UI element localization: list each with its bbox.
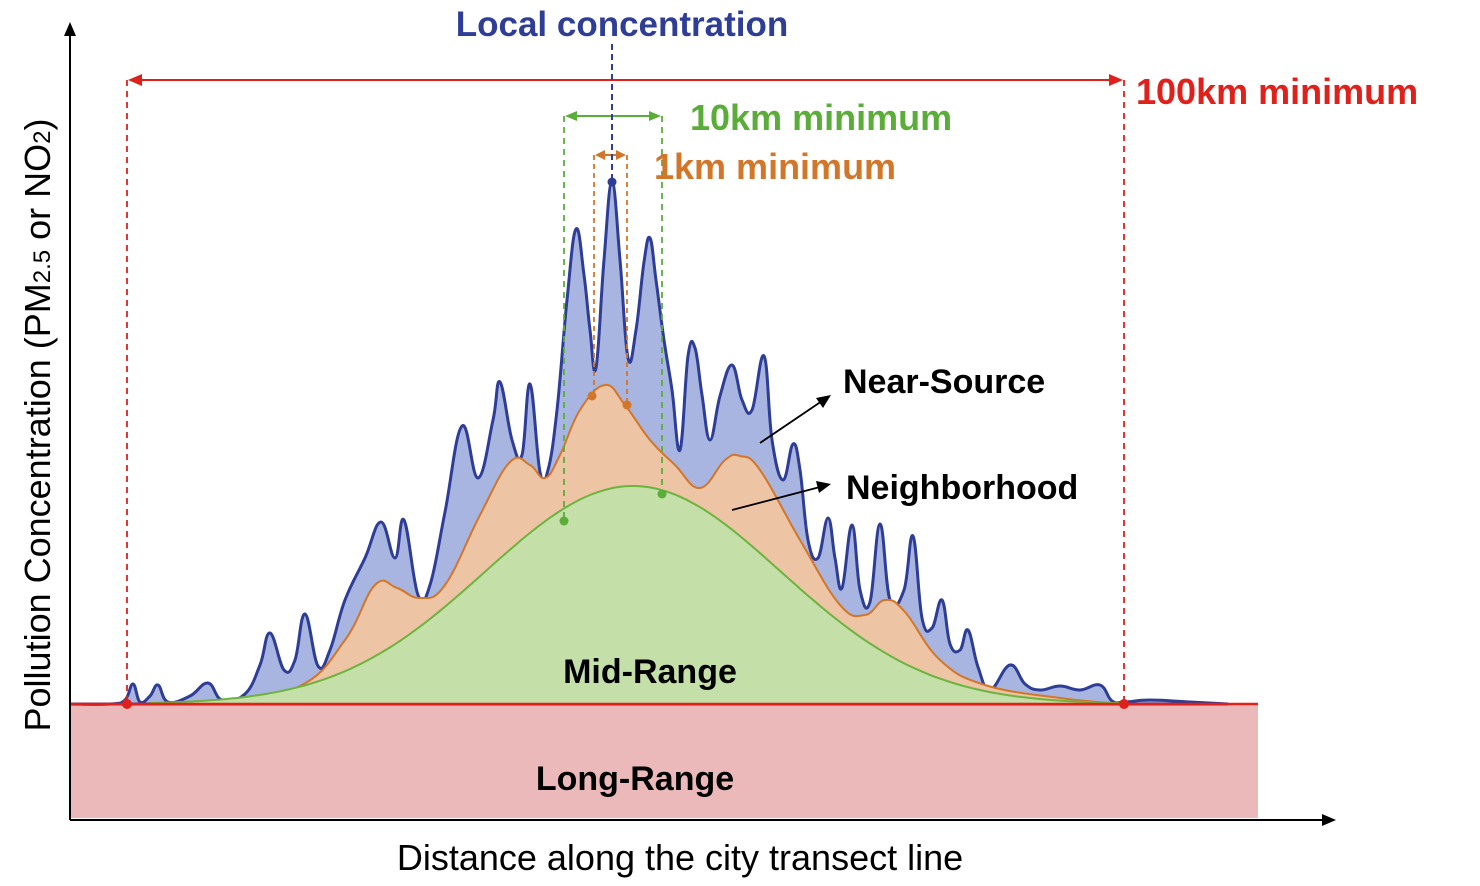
10km-right-point (657, 489, 667, 499)
local-peak-point (607, 177, 617, 187)
mid-range-label: Mid-Range (563, 653, 737, 691)
near-source-pointer-line (759, 400, 823, 444)
100km-label: 100km minimum (1136, 71, 1418, 112)
axes (64, 22, 1336, 826)
10km-left-arrowhead-icon (565, 111, 577, 121)
100km-left-arrowhead-icon (128, 74, 142, 86)
long-range-label: Long-Range (536, 760, 734, 798)
100km-bracket (122, 74, 1129, 709)
pointer-arrows (731, 395, 831, 511)
near-source-pointer-arrowhead-icon (816, 395, 831, 408)
100km-right-arrowhead-icon (1109, 74, 1123, 86)
y-axis-title-mid: or NO (17, 144, 58, 250)
near-source-label: Near-Source (843, 363, 1045, 401)
neighborhood-label: Neighborhood (846, 469, 1078, 507)
y-axis-arrow-icon (64, 22, 76, 36)
y-axis-title-suffix: ) (17, 119, 58, 131)
long-range-band (70, 704, 1258, 818)
10km-left-point (559, 516, 569, 526)
x-axis-arrow-icon (1322, 814, 1336, 826)
1km-left-point (587, 391, 597, 401)
local-concentration-marker (607, 44, 617, 187)
1km-right-arrowhead-icon (616, 150, 626, 160)
1km-label: 1km minimum (654, 146, 896, 187)
1km-right-point (622, 400, 632, 410)
1km-left-arrowhead-icon (595, 150, 605, 160)
y-axis-title-prefix: Pollution Concentration (PM (17, 283, 58, 731)
neighborhood-pointer-arrowhead-icon (816, 481, 831, 493)
y-axis-title-sub1: 2.5 (29, 250, 56, 283)
mid-range-area (149, 484, 1121, 705)
local-concentration-label: Local concentration (456, 5, 789, 44)
1km-bracket (587, 150, 632, 410)
neighborhood-pointer-line (731, 486, 821, 511)
x-axis-title: Distance along the city transect line (397, 837, 963, 878)
100km-right-point (1119, 699, 1129, 709)
y-axis-title: Pollution Concentration (PM2.5 or NO2) (17, 119, 58, 732)
100km-left-point (122, 699, 132, 709)
10km-right-arrowhead-icon (649, 111, 661, 121)
10km-label: 10km minimum (690, 97, 952, 138)
y-axis-title-sub2: 2 (29, 131, 56, 144)
